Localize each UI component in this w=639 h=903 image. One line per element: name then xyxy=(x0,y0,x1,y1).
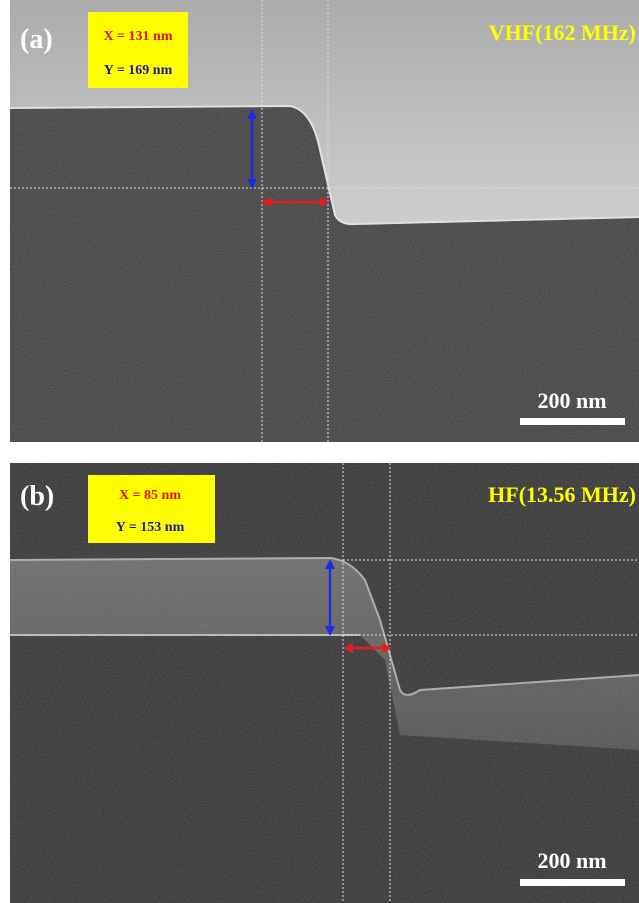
scale-bar xyxy=(520,418,625,425)
condition: VHF(162 MHz) xyxy=(489,20,636,45)
y-measure: Y = 169 nm xyxy=(104,63,173,78)
panel-label: (b) xyxy=(20,481,54,512)
panel-a: X = 131 nm Y = 169 nm (a) VHF(162 MHz) 2… xyxy=(10,0,639,442)
y-measure: Y = 153 nm xyxy=(116,520,185,535)
scale-bar xyxy=(520,879,625,886)
x-measure: X = 131 nm xyxy=(103,29,172,44)
page: {"panels": [ {"label": "(a)", "x_measure… xyxy=(0,0,639,903)
panel-b: X = 85 nm Y = 153 nm (b) HF(13.56 MHz) 2… xyxy=(10,463,639,903)
condition: HF(13.56 MHz) xyxy=(488,482,636,507)
x-measure: X = 85 nm xyxy=(119,488,181,503)
scale-bar-label: 200 nm xyxy=(537,848,606,873)
figure: X = 131 nm Y = 169 nm (a) VHF(162 MHz) 2… xyxy=(0,0,639,903)
panel-label: (a) xyxy=(20,24,53,55)
scale-bar-label: 200 nm xyxy=(537,388,606,413)
